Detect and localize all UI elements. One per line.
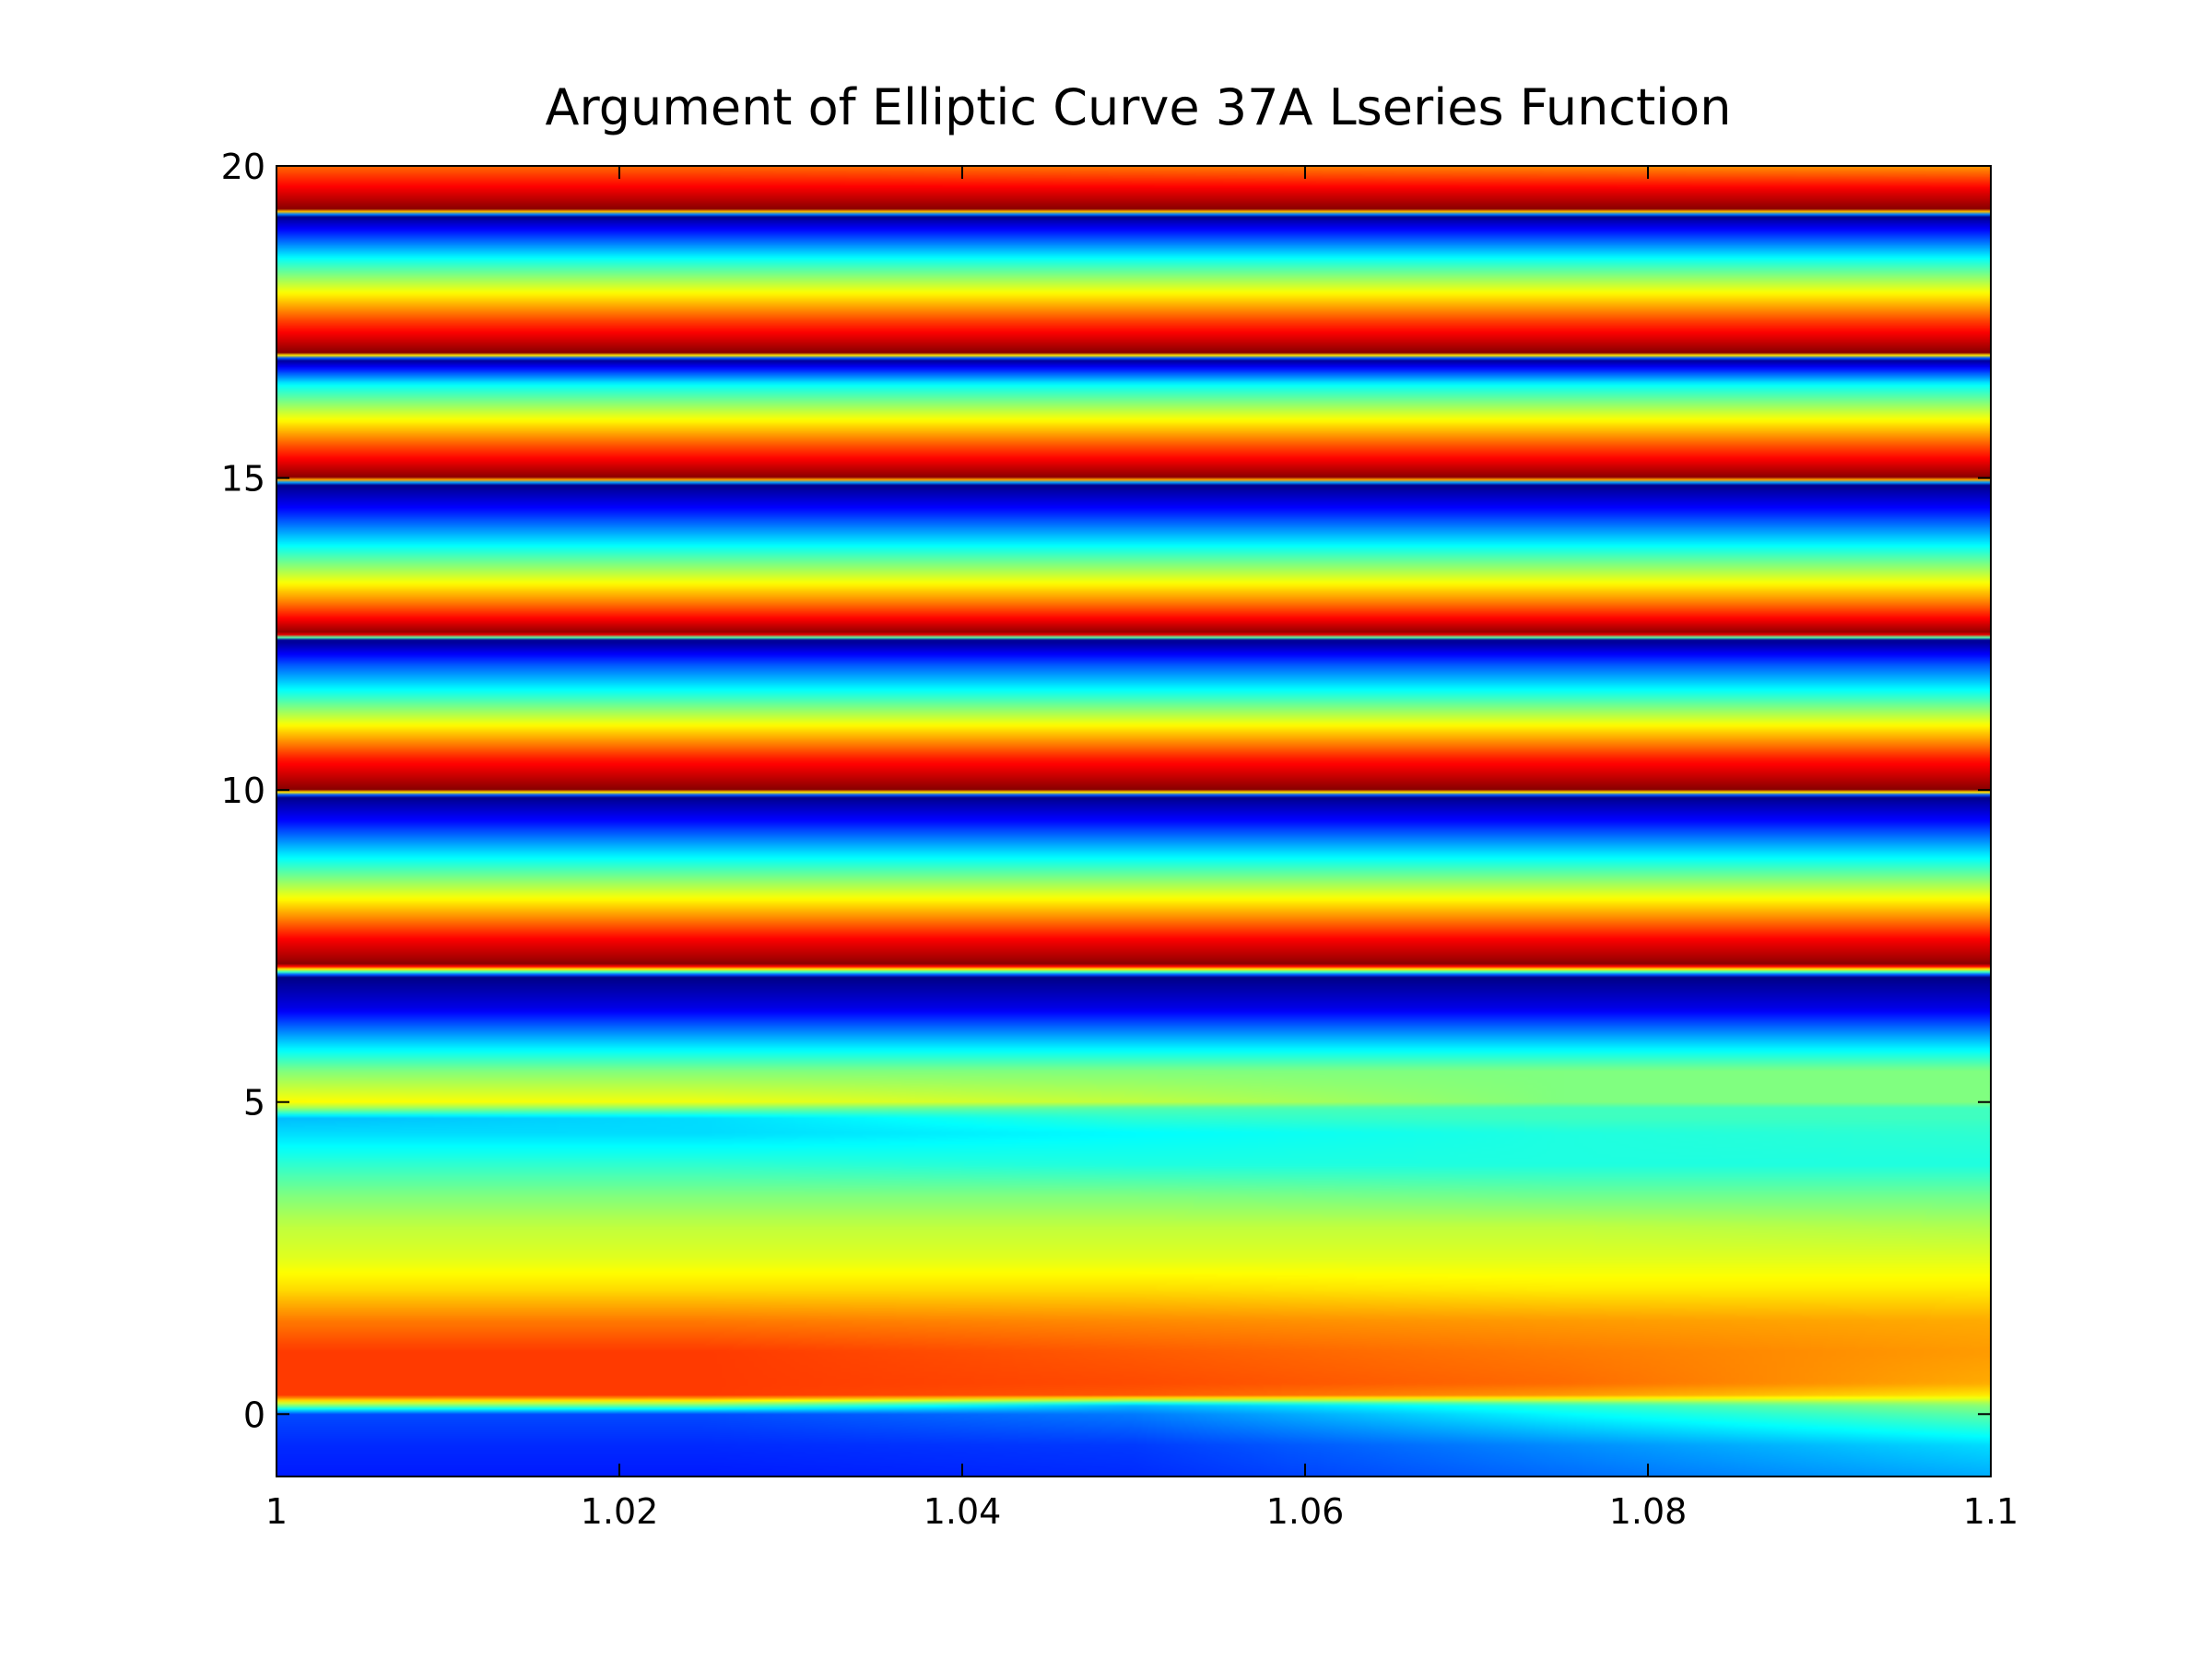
- x-axis: 1 1.02 1.04 1.06 1.08 1.1: [265, 166, 2018, 1532]
- chart-title: Argument of Elliptic Curve 37A Lseries F…: [546, 78, 1732, 136]
- y-tick-label: 0: [243, 1394, 265, 1435]
- x-tick-label: 1.06: [1266, 1491, 1345, 1532]
- y-axis: 0 5 10 15 20: [221, 147, 1991, 1435]
- x-tick-label: 1.1: [1963, 1491, 2018, 1532]
- y-tick-label: 20: [221, 147, 265, 187]
- x-tick-label: 1.04: [924, 1491, 1002, 1532]
- plot-frame: [276, 165, 1992, 1477]
- x-tick-label: 1: [265, 1491, 288, 1532]
- y-tick-label: 10: [221, 771, 265, 811]
- y-tick-label: 5: [243, 1083, 265, 1124]
- heatmap-image: [276, 166, 1991, 1477]
- y-tick-label: 15: [221, 459, 265, 500]
- x-tick-label: 1.02: [581, 1491, 659, 1532]
- x-tick-label: 1.08: [1609, 1491, 1688, 1532]
- plot-area: [276, 165, 1992, 1477]
